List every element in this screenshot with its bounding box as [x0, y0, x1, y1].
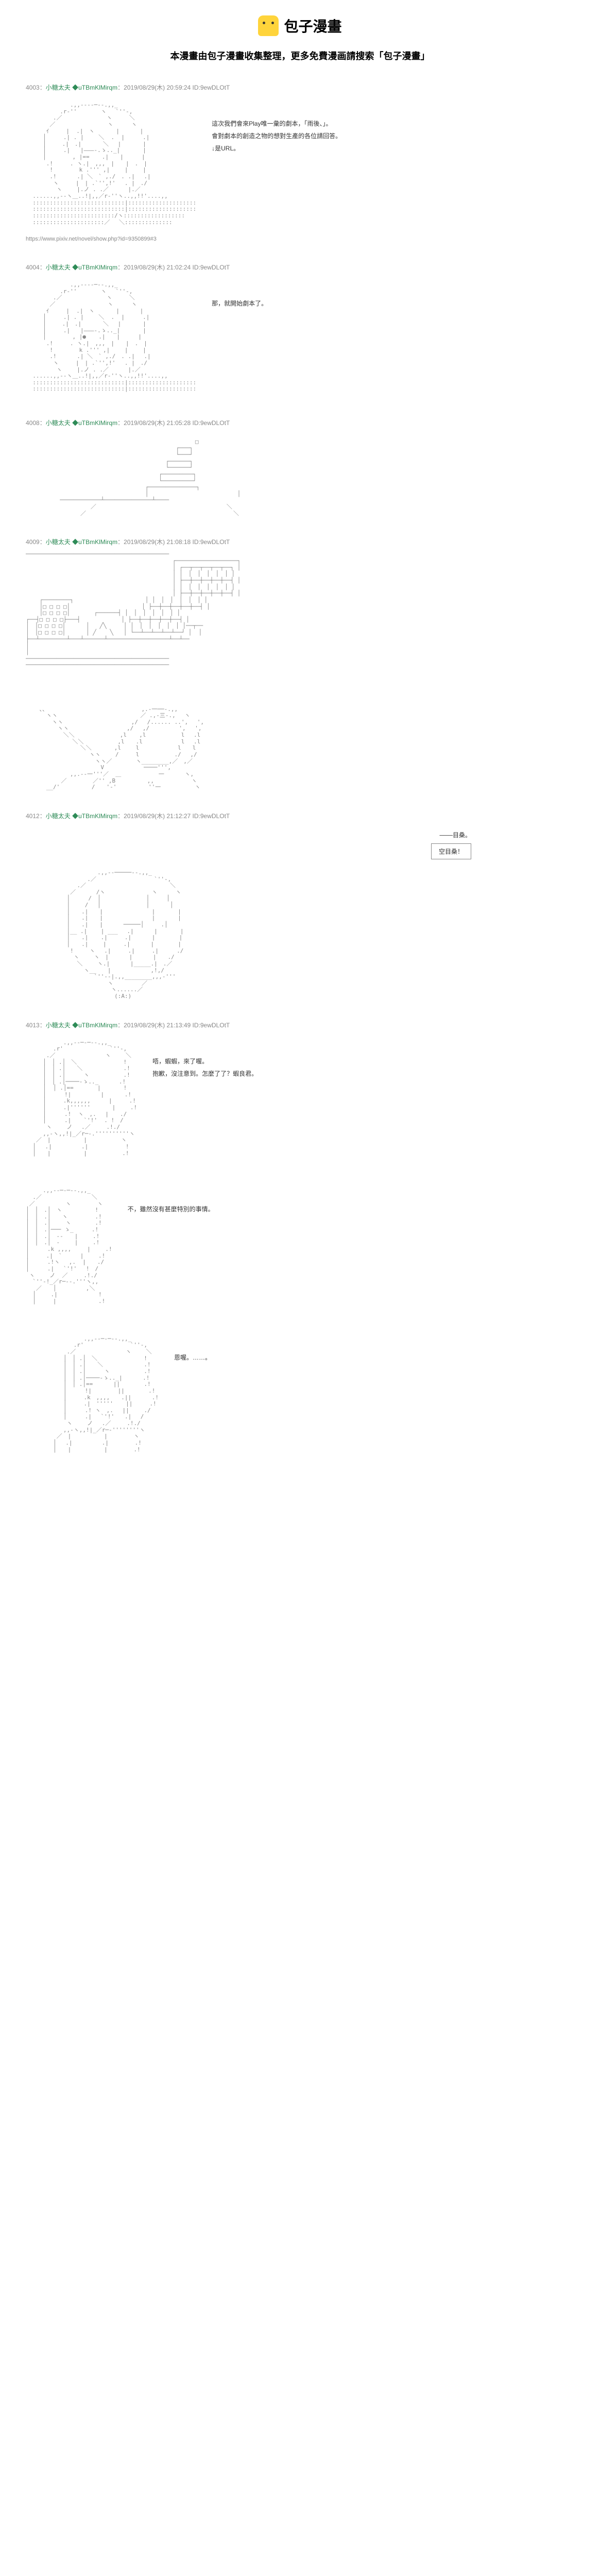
post-id: 4013 [26, 1022, 40, 1029]
dialog-line: 不，雖然沒有甚麼特別的事情。 [128, 1203, 214, 1215]
dialog-line: 那，就開始劇本了。 [212, 297, 267, 310]
dialog-text: 唔，蝦蝦，來了喔。 抱歉，沒注意到。怎麼了了？蝦良君。 [152, 1035, 258, 1080]
post-author: 小糖太夫 [46, 1022, 71, 1029]
post-header: 4013：小糖太夫 ◆uTBmKlMirqm：2019/08/29(木) 21:… [26, 1021, 574, 1029]
post-author: 小糖太夫 [46, 264, 71, 271]
logo-row: 包子漫畫 [258, 15, 341, 36]
post-trip: ◆uTBmKlMirqm [72, 538, 117, 546]
post-uid: ID:9ewDLOtT [193, 264, 230, 271]
post-uid: ID:9ewDLOtT [193, 538, 230, 546]
speech-section: ───目桑。 空目桑！ [26, 831, 574, 859]
ascii-character-portrait: .,,----─--.,,_ .r-'' ヽ `''-, .／ ヽ ＼ ／ ヽ … [26, 282, 196, 393]
post-uid: ID:9ewDLOtT [193, 419, 230, 427]
dialog-text: 不，雖然沒有甚麼特別的事情。 [128, 1182, 214, 1215]
post-date: ：2019/08/29(木) 21:05:28 [117, 419, 191, 427]
ascii-character-back: .,,--─────--.,,_ .／ `''-, .／ ＼ ／ /ヽ ヽ ヽ … [26, 870, 574, 1000]
speech-label: ───目桑。 [26, 831, 471, 839]
post-uid: ID:9ewDLOtT [193, 84, 230, 91]
post-trip: ◆uTBmKlMirqm [72, 264, 117, 271]
post-id: 4003 [26, 84, 40, 91]
post-header: 4003：小糖太夫 ◆uTBmKlMirqm：2019/08/29(木) 20:… [26, 83, 574, 92]
ascii-pyramid-scene: □ ┌───┐ └───┘ ┌──────┐ └────── [26, 432, 574, 517]
post-trip: ◆uTBmKlMirqm [72, 812, 117, 820]
ascii-character-3: .,,--─-─--.,,_ .r' `''-, .／ ヽ ＼ │ │ .│ ＼… [26, 1336, 159, 1453]
dialog-line: 恩喔。……。 [174, 1351, 211, 1364]
ascii-hand-phone: 、、 ,.-一──-.,, ヽヽ ／ .,-三-., ヽ ヽヽ ,/ /....… [26, 700, 574, 791]
post-id: 4012 [26, 812, 40, 820]
post-4004: 4004：小糖太夫 ◆uTBmKlMirqm：2019/08/29(木) 21:… [26, 263, 574, 398]
post-header: 4009：小糖太夫 ◆uTBmKlMirqm：2019/08/29(木) 21:… [26, 537, 574, 546]
post-trip: ◆uTBmKlMirqm [72, 84, 117, 91]
post-author: 小糖太夫 [46, 538, 71, 546]
post-date: ：2019/08/29(木) 21:12:27 [117, 812, 191, 820]
post-4008: 4008：小糖太夫 ◆uTBmKlMirqm：2019/08/29(木) 21:… [26, 418, 574, 517]
post-id: 4008 [26, 419, 40, 427]
post-id: 4004 [26, 264, 40, 271]
post-date: ：2019/08/29(木) 20:59:24 [117, 84, 191, 91]
ascii-character-2: .,,--─-─--.,,_ .／ ＼ ／ ヽ ヽ │ │ .│ ヽ ! │ │… [26, 1188, 112, 1305]
ascii-building-cityscape: ────────────────────────────────────────… [26, 551, 574, 669]
post-header: 4004：小糖太夫 ◆uTBmKlMirqm：2019/08/29(木) 21:… [26, 263, 574, 272]
ascii-character-1: .,,--─-─--.,,_ .r' `''-, .／ ヽ ＼ │ │ .│ ＼… [26, 1040, 137, 1157]
url-text[interactable]: https://www.pixiv.net/novel/show.php?id=… [26, 236, 574, 242]
content-area: 4003：小糖太夫 ◆uTBmKlMirqm：2019/08/29(木) 20:… [0, 73, 600, 1489]
dialog-text: 這次我們會來Play唯一彙的劇本，「雨後、」。 會對劇本的創造之物的想對生產的各… [212, 97, 341, 155]
post-id: 4009 [26, 538, 40, 546]
baozi-logo-icon [258, 15, 279, 36]
dialog-line: 會對劇本的創造之物的想對生產的各位請回答。 [212, 130, 341, 142]
ascii-character-portrait: .,,----─--.,,_ .r-'' ヽ `''-, .／ ヽ ＼ ／ ヽ … [26, 102, 196, 226]
post-date: ：2019/08/29(木) 21:13:49 [117, 1022, 191, 1029]
dialog-line: ↓是URL。 [212, 142, 341, 155]
speech-bubble: 空目桑！ [431, 843, 471, 859]
post-author: 小糖太夫 [46, 84, 71, 91]
post-date: ：2019/08/29(木) 21:08:18 [117, 538, 191, 546]
post-uid: ID:9ewDLOtT [193, 1022, 230, 1029]
post-trip: ◆uTBmKlMirqm [72, 1022, 117, 1029]
post-4009: 4009：小糖太夫 ◆uTBmKlMirqm：2019/08/29(木) 21:… [26, 537, 574, 791]
post-trip: ◆uTBmKlMirqm [72, 419, 117, 427]
page-header: 包子漫畫 本漫畫由包子漫畫收集整理，更多免費漫画請搜索「包子漫畫」 [0, 0, 600, 73]
dialog-text: 那，就開始劇本了。 [212, 277, 267, 310]
post-4003: 4003：小糖太夫 ◆uTBmKlMirqm：2019/08/29(木) 20:… [26, 83, 574, 242]
post-header: 4012：小糖太夫 ◆uTBmKlMirqm：2019/08/29(木) 21:… [26, 811, 574, 820]
post-4013: 4013：小糖太夫 ◆uTBmKlMirqm：2019/08/29(木) 21:… [26, 1021, 574, 1459]
page-subtitle: 本漫畫由包子漫畫收集整理，更多免費漫画請搜索「包子漫畫」 [0, 49, 600, 62]
dialog-line: 這次我們會來Play唯一彙的劇本，「雨後、」。 [212, 117, 341, 130]
dialog-line: 抱歉，沒注意到。怎麼了了？蝦良君。 [152, 1067, 258, 1080]
post-header: 4008：小糖太夫 ◆uTBmKlMirqm：2019/08/29(木) 21:… [26, 418, 574, 427]
post-author: 小糖太夫 [46, 812, 71, 820]
post-date: ：2019/08/29(木) 21:02:24 [117, 264, 191, 271]
site-name: 包子漫畫 [284, 15, 341, 36]
dialog-line: 唔，蝦蝦，來了喔。 [152, 1055, 258, 1067]
post-4012: 4012：小糖太夫 ◆uTBmKlMirqm：2019/08/29(木) 21:… [26, 811, 574, 1000]
dialog-text: 恩喔。……。 [174, 1331, 211, 1364]
post-uid: ID:9ewDLOtT [193, 812, 230, 820]
post-author: 小糖太夫 [46, 419, 71, 427]
